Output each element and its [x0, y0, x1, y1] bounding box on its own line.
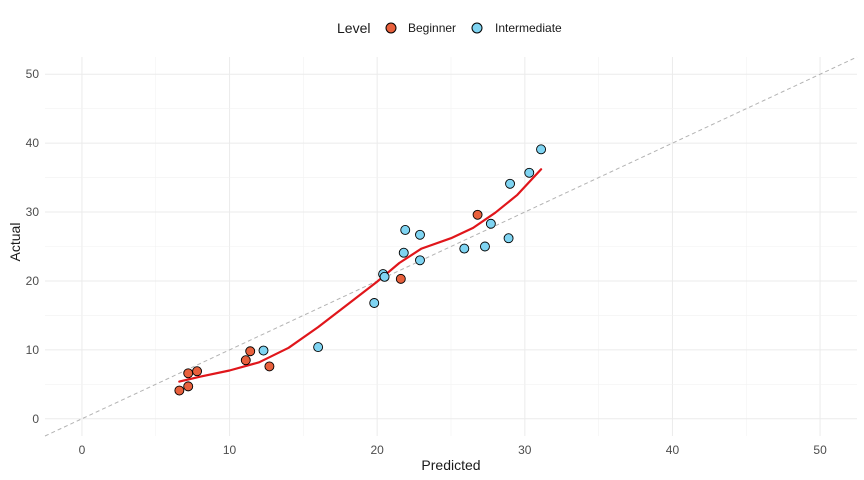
data-point-intermediate [485, 218, 496, 229]
data-point-beginner [240, 355, 251, 366]
x-tick-label: 0 [79, 443, 86, 457]
smooth-line-layer [178, 168, 543, 383]
data-point-beginner [264, 361, 275, 372]
x-axis-ticks: 0 10 20 30 40 50 [79, 443, 828, 457]
data-point-intermediate [503, 233, 514, 244]
x-tick-label: 30 [518, 443, 532, 457]
data-point-intermediate [369, 298, 380, 308]
y-tick-label: 10 [26, 343, 40, 357]
data-point-intermediate [415, 255, 425, 266]
data-point-beginner [472, 209, 483, 220]
data-point-intermediate [415, 229, 425, 240]
data-point-beginner [183, 381, 194, 392]
x-tick-label: 20 [371, 443, 385, 457]
data-point-beginner [174, 385, 185, 396]
x-tick-label: 50 [813, 443, 827, 457]
legend-key-intermediate [471, 22, 483, 34]
data-point-beginner [395, 273, 406, 284]
data-point-beginner [183, 368, 194, 379]
legend: Level Beginner Intermediate [337, 20, 562, 36]
data-point-intermediate [480, 241, 490, 252]
data-point-beginner [245, 346, 256, 357]
legend-title: Level [337, 20, 370, 36]
y-tick-label: 40 [26, 136, 40, 150]
x-tick-label: 10 [223, 443, 237, 457]
reference-line-layer [44, 56, 858, 437]
legend-label-beginner: Beginner [408, 21, 456, 35]
data-point-intermediate [398, 247, 409, 258]
data-point-beginner [192, 366, 203, 377]
data-point-intermediate [505, 178, 516, 189]
legend-label-intermediate: Intermediate [495, 21, 562, 35]
y-tick-label: 20 [26, 274, 40, 288]
x-tick-label: 40 [666, 443, 680, 457]
identity-reference-line [44, 56, 858, 437]
y-axis-title: Actual [7, 223, 23, 262]
data-point-intermediate [379, 271, 390, 282]
x-axis-title: Predicted [421, 457, 480, 473]
y-tick-label: 50 [26, 67, 40, 81]
legend-key-beginner [385, 22, 397, 34]
y-axis-ticks: 0 10 20 30 40 50 [26, 67, 40, 426]
data-point-intermediate [258, 345, 269, 356]
data-point-intermediate [536, 144, 547, 155]
points-layer [174, 144, 547, 396]
y-tick-label: 30 [26, 205, 40, 219]
data-point-intermediate [400, 225, 411, 235]
smooth-trend-line [178, 168, 543, 383]
data-point-intermediate [313, 342, 324, 353]
grid [45, 57, 857, 436]
data-point-intermediate [459, 243, 470, 254]
y-tick-label: 0 [32, 412, 39, 426]
data-point-intermediate [524, 167, 535, 178]
